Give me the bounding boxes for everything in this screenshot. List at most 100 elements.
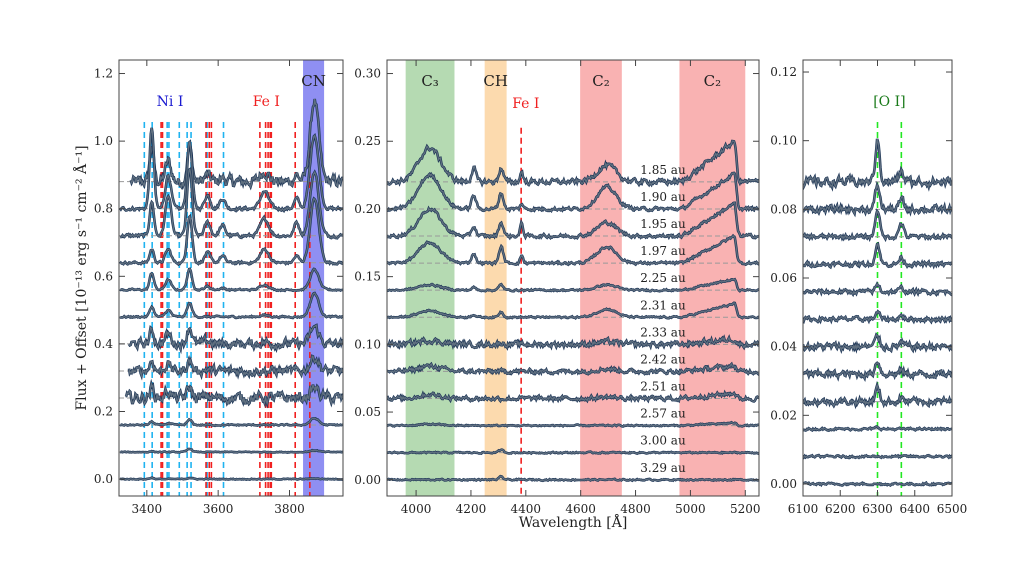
band-label: C₂ [704,72,722,90]
spectrum-overlay [803,383,952,408]
spectrum-overlay [128,355,343,379]
line-group-label: Ni I [157,94,184,110]
x-tick-label: 4600 [565,502,596,516]
distance-label: 2.57 au [640,407,686,421]
y-tick-label: 0.2 [94,405,113,419]
y-tick-label: 0.8 [94,202,113,216]
panel-3: [O I] 6100 6200 6300 6400 6500 0.00 0.02 0.04 0.0… [770,59,968,516]
x-tick-label: 6300 [862,502,893,516]
y-tick-label: 0.04 [770,340,797,354]
x-tick-label: 5200 [730,502,761,516]
spectrum-overlay [120,477,343,481]
y-tick-label: 0.30 [354,67,381,81]
panel-plot-area [803,122,952,496]
distance-label: 2.25 au [640,271,686,285]
x-tick-label: 5000 [675,502,706,516]
y-axis-label: Flux + Offset [10⁻¹³ erg s⁻¹ cm⁻² Å⁻¹] [72,145,90,410]
band-0 [303,60,325,496]
band-label: C₂ [592,72,610,90]
panel-plot-area [119,60,343,496]
spectrum-overlay [387,449,759,455]
y-tick-label: 0.4 [94,337,113,351]
x-tick-label: 6200 [825,502,856,516]
y-tick-label: 0.00 [770,477,797,491]
band-label: CH [483,72,508,90]
spectrum-overlay [119,417,343,427]
y-tick-label: 0.20 [354,202,381,216]
y-tick-label: 0.6 [94,269,113,283]
spectrum-overlay [119,292,343,319]
spectrum-overlay [387,140,759,187]
x-tick-label: 4800 [620,502,651,516]
spectrum-overlay [803,481,952,487]
distance-label: 3.29 au [640,461,686,475]
distance-label: 2.51 au [640,380,686,394]
distance-label: 2.31 au [640,298,686,312]
line-group-label: [O I] [873,94,905,110]
distance-label: 1.90 au [640,190,686,204]
x-tick-label: 4200 [456,502,487,516]
y-tick-label: 0.12 [770,65,797,79]
spectrum-overlay [387,335,759,350]
y-tick-label: 0.10 [770,134,797,148]
x-tick-label: 4400 [511,502,542,516]
panel-1: CN Ni I Fe I 3400 3600 3800 0.0 0.2 0.4 0.6 0.8 1.0… [94,59,344,516]
spectrum-overlay [119,197,343,266]
spectrum-overlay [387,202,759,240]
distance-label: 1.97 au [640,244,686,258]
x-tick-label: 4000 [401,502,432,516]
y-tick-label: 1.2 [94,67,113,81]
spectrum-overlay [803,454,952,459]
spectrum-overlay [387,278,759,293]
y-tick-label: 1.0 [94,134,113,148]
spectrum-overlay [803,242,952,269]
panel-frame [118,59,344,497]
y-tick-label: 0.02 [770,408,797,422]
spectrum-overlay [119,127,343,212]
distance-label: 2.42 au [640,352,686,366]
spectrum-overlay [803,425,952,432]
y-tick-label: 0.0 [94,472,113,486]
spectrum-overlay [803,362,952,381]
spectrum-overlay [803,138,952,190]
spectrum-overlay [803,333,952,352]
spectrum-overlay [119,448,343,454]
band-0 [405,60,455,496]
spectrum-overlay [387,421,759,428]
x-tick-label: 6400 [899,502,930,516]
distance-label: 3.00 au [640,434,686,448]
spectrum-overlay [803,282,952,296]
spectrum-overlay [387,302,759,320]
spectrum-overlay [119,268,343,292]
spectrum-overlay [119,168,343,239]
spectrum-overlay [387,172,759,212]
x-tick-label: 6100 [788,502,819,516]
line-group-label: Fe I [512,96,539,112]
spectrum-overlay [803,310,952,324]
band-1 [484,60,507,496]
y-tick-label: 0.05 [354,405,381,419]
distance-label: 1.85 au [640,163,686,177]
y-tick-label: 0.08 [770,202,797,216]
x-tick-label: 3400 [132,502,163,516]
spectrum-overlay [130,98,343,189]
spectrum-overlay [387,362,759,375]
panel-2: C₃ CH C₂ C₂ Fe I 1.85 au 1.90 au 1.95 au 1.97 au… [354,59,761,516]
spectrum-overlay [128,324,343,352]
spectrum-overlay [387,234,759,266]
y-tick-label: 0.06 [770,271,797,285]
spectrum-overlay [803,209,952,241]
spectrum-overlay [387,475,759,482]
distance-label: 1.95 au [640,217,686,231]
band-label: CN [301,72,326,90]
x-tick-label: 3600 [203,502,234,516]
band-label: C₃ [421,72,439,90]
y-tick-label: 0.15 [354,270,381,284]
panel-plot-area [387,60,759,496]
spectrum-overlay [387,391,759,403]
x-tick-label: 3800 [274,502,305,516]
x-tick-label: 6500 [937,502,968,516]
x-axis-label: Wavelength [Å] [519,513,628,531]
y-tick-label: 0.10 [354,337,381,351]
